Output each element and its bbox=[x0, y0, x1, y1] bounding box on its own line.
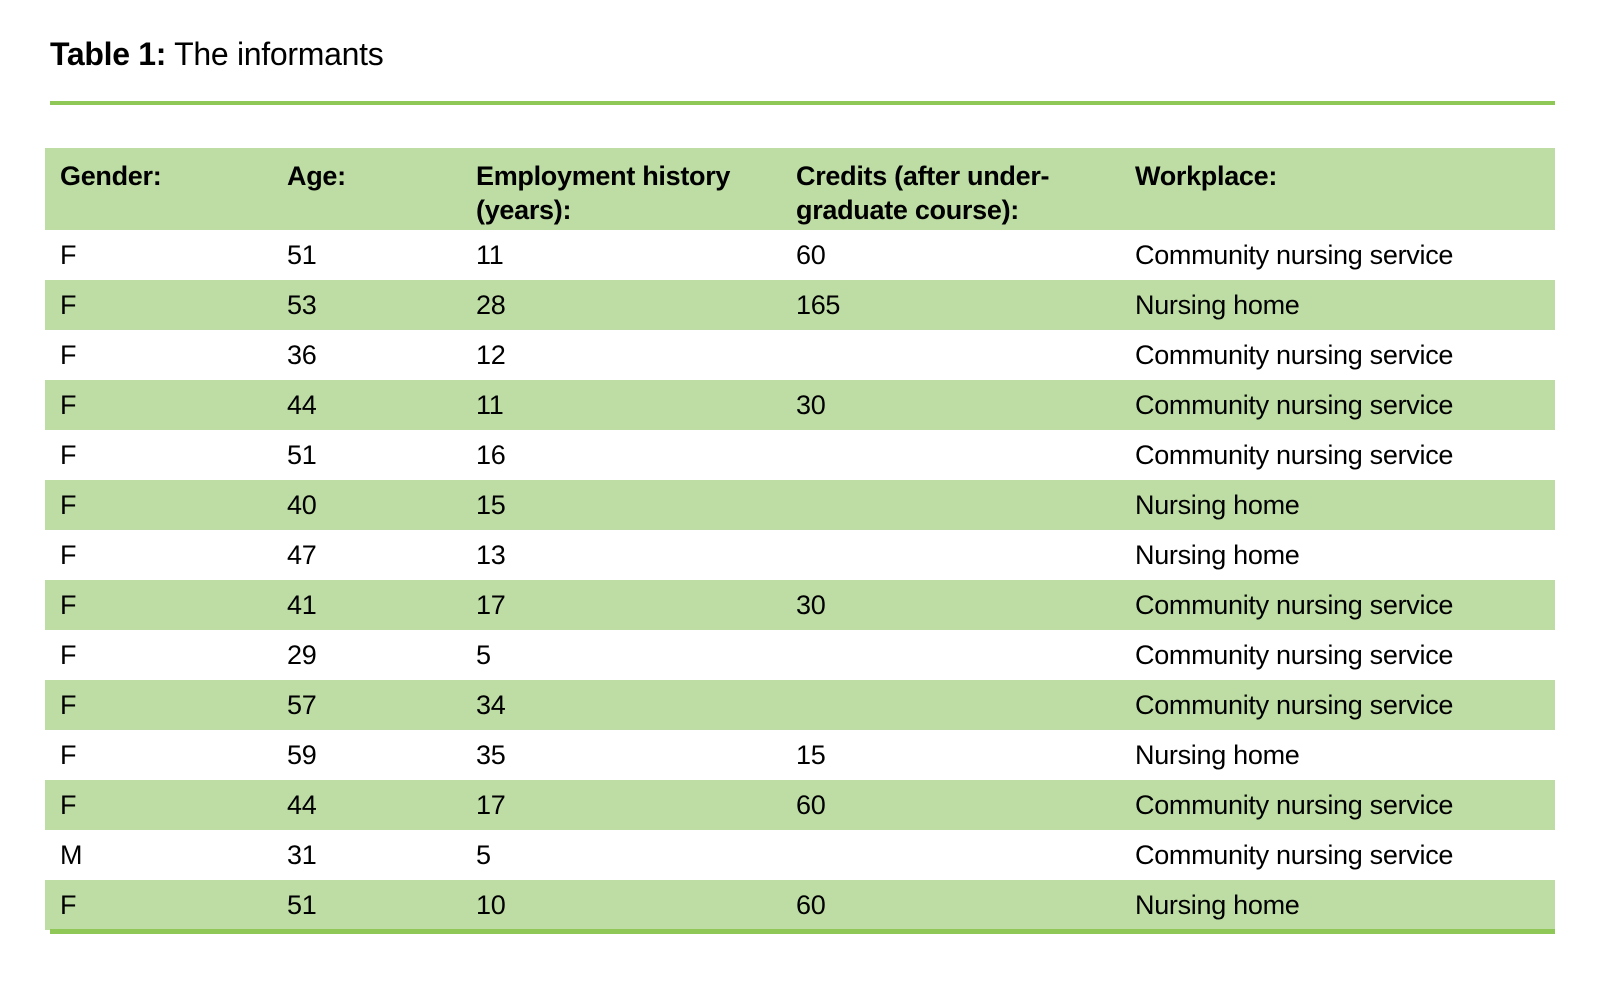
table-row: F 57 34 Community nursing service bbox=[45, 680, 1555, 730]
cell-credits-after-undergraduate: 60 bbox=[781, 780, 1120, 830]
cell-gender: F bbox=[45, 280, 272, 330]
cell-workplace: Community nursing service bbox=[1135, 439, 1454, 470]
table-row: F 53 28 165 Nursing home bbox=[45, 280, 1555, 330]
cell-employment-history-years: 17 bbox=[461, 780, 781, 830]
header-age: Age: bbox=[272, 148, 461, 230]
cell-credits-after-undergraduate bbox=[781, 480, 1120, 530]
cell-credits-after-undergraduate bbox=[781, 430, 1120, 480]
cell-employment-history-years: 17 bbox=[461, 580, 781, 630]
cell-employment-history-years: 35 bbox=[476, 739, 506, 770]
cell-age: 31 bbox=[287, 839, 317, 870]
cell-workplace: Nursing home bbox=[1135, 739, 1300, 770]
cell-age: 44 bbox=[272, 380, 461, 430]
table-row: F 51 16 Community nursing service bbox=[45, 430, 1555, 480]
table-row: F 41 17 30 Community nursing service bbox=[45, 580, 1555, 630]
cell-age: 51 bbox=[272, 880, 461, 930]
cell-gender: F bbox=[45, 880, 272, 930]
cell-credits-after-undergraduate bbox=[781, 630, 1120, 680]
table-row: F 44 17 60 Community nursing service bbox=[45, 780, 1555, 830]
cell-workplace: Community nursing service bbox=[1120, 780, 1555, 830]
cell-employment-history-years: 5 bbox=[476, 639, 491, 670]
cell-workplace: Nursing home bbox=[1120, 280, 1555, 330]
cell-gender: F bbox=[45, 780, 272, 830]
table-row: F 47 13 Nursing home bbox=[45, 530, 1555, 580]
cell-workplace: Community nursing service bbox=[1135, 239, 1454, 270]
cell-workplace: Community nursing service bbox=[1120, 380, 1555, 430]
cell-age: 59 bbox=[287, 739, 317, 770]
cell-age: 51 bbox=[287, 439, 317, 470]
cell-employment-history-years: 28 bbox=[461, 280, 781, 330]
cell-employment-history-years: 11 bbox=[476, 239, 504, 270]
cell-age: 51 bbox=[287, 239, 317, 270]
cell-workplace: Community nursing service bbox=[1135, 639, 1454, 670]
cell-workplace: Community nursing service bbox=[1120, 580, 1555, 630]
header-credits: Credits (after under- graduate course): bbox=[781, 148, 1120, 230]
cell-workplace: Community nursing service bbox=[1135, 839, 1454, 870]
bottom-rule bbox=[50, 929, 1555, 934]
cell-employment-history-years: 5 bbox=[476, 839, 491, 870]
table-caption-label: Table 1: bbox=[50, 36, 167, 72]
cell-gender: F bbox=[60, 639, 77, 670]
cell-age: 29 bbox=[287, 639, 317, 670]
cell-workplace: Nursing home bbox=[1120, 480, 1555, 530]
cell-employment-history-years: 11 bbox=[461, 380, 781, 430]
table-row: F 29 5 Community nursing service bbox=[45, 630, 1555, 680]
cell-credits-after-undergraduate: 165 bbox=[781, 280, 1120, 330]
cell-gender: F bbox=[45, 580, 272, 630]
cell-credits-after-undergraduate bbox=[781, 330, 1120, 380]
table-row: F 51 11 60 Community nursing service bbox=[45, 230, 1555, 280]
table-row: F 59 35 15 Nursing home bbox=[45, 730, 1555, 780]
cell-credits-after-undergraduate: 60 bbox=[796, 239, 826, 270]
cell-employment-history-years: 12 bbox=[476, 339, 506, 370]
cell-credits-after-undergraduate: 30 bbox=[781, 580, 1120, 630]
cell-credits-after-undergraduate bbox=[781, 530, 1120, 580]
cell-gender: F bbox=[60, 539, 77, 570]
cell-age: 41 bbox=[272, 580, 461, 630]
cell-age: 36 bbox=[287, 339, 317, 370]
header-workplace: Workplace: bbox=[1120, 148, 1555, 230]
cell-gender: F bbox=[45, 380, 272, 430]
cell-workplace: Community nursing service bbox=[1120, 680, 1555, 730]
top-rule bbox=[50, 101, 1555, 105]
cell-employment-history-years: 15 bbox=[461, 480, 781, 530]
cell-gender: F bbox=[60, 439, 77, 470]
table-caption: Table 1: The informants bbox=[50, 36, 384, 73]
cell-gender: F bbox=[60, 239, 77, 270]
informants-table: Gender: Age: Employment history (years):… bbox=[45, 148, 1555, 930]
cell-age: 53 bbox=[272, 280, 461, 330]
table-row: F 40 15 Nursing home bbox=[45, 480, 1555, 530]
cell-employment-history-years: 34 bbox=[461, 680, 781, 730]
cell-gender: M bbox=[60, 839, 83, 870]
cell-workplace: Nursing home bbox=[1120, 880, 1555, 930]
table-caption-text: The informants bbox=[166, 36, 384, 72]
cell-workplace: Nursing home bbox=[1135, 539, 1300, 570]
cell-employment-history-years: 13 bbox=[476, 539, 506, 570]
header-gender: Gender: bbox=[45, 148, 272, 230]
cell-age: 47 bbox=[287, 539, 317, 570]
table-row: F 51 10 60 Nursing home bbox=[45, 880, 1555, 930]
cell-age: 57 bbox=[272, 680, 461, 730]
cell-age: 44 bbox=[272, 780, 461, 830]
cell-gender: F bbox=[45, 680, 272, 730]
cell-employment-history-years: 10 bbox=[461, 880, 781, 930]
cell-gender: F bbox=[45, 480, 272, 530]
cell-credits-after-undergraduate: 15 bbox=[796, 739, 826, 770]
cell-gender: F bbox=[60, 739, 77, 770]
header-row: Gender: Age: Employment history (years):… bbox=[45, 148, 1555, 230]
cell-credits-after-undergraduate: 60 bbox=[781, 880, 1120, 930]
cell-employment-history-years: 16 bbox=[476, 439, 506, 470]
cell-workplace: Community nursing service bbox=[1135, 339, 1454, 370]
cell-gender: F bbox=[60, 339, 77, 370]
cell-credits-after-undergraduate bbox=[781, 680, 1120, 730]
table-row: F 36 12 Community nursing service bbox=[45, 330, 1555, 380]
table-row: M 31 5 Community nursing service bbox=[45, 830, 1555, 880]
cell-age: 40 bbox=[272, 480, 461, 530]
cell-credits-after-undergraduate: 30 bbox=[781, 380, 1120, 430]
header-employment-history: Employment history (years): bbox=[461, 148, 781, 230]
cell-credits-after-undergraduate bbox=[781, 830, 1120, 880]
table-row: F 44 11 30 Community nursing service bbox=[45, 380, 1555, 430]
